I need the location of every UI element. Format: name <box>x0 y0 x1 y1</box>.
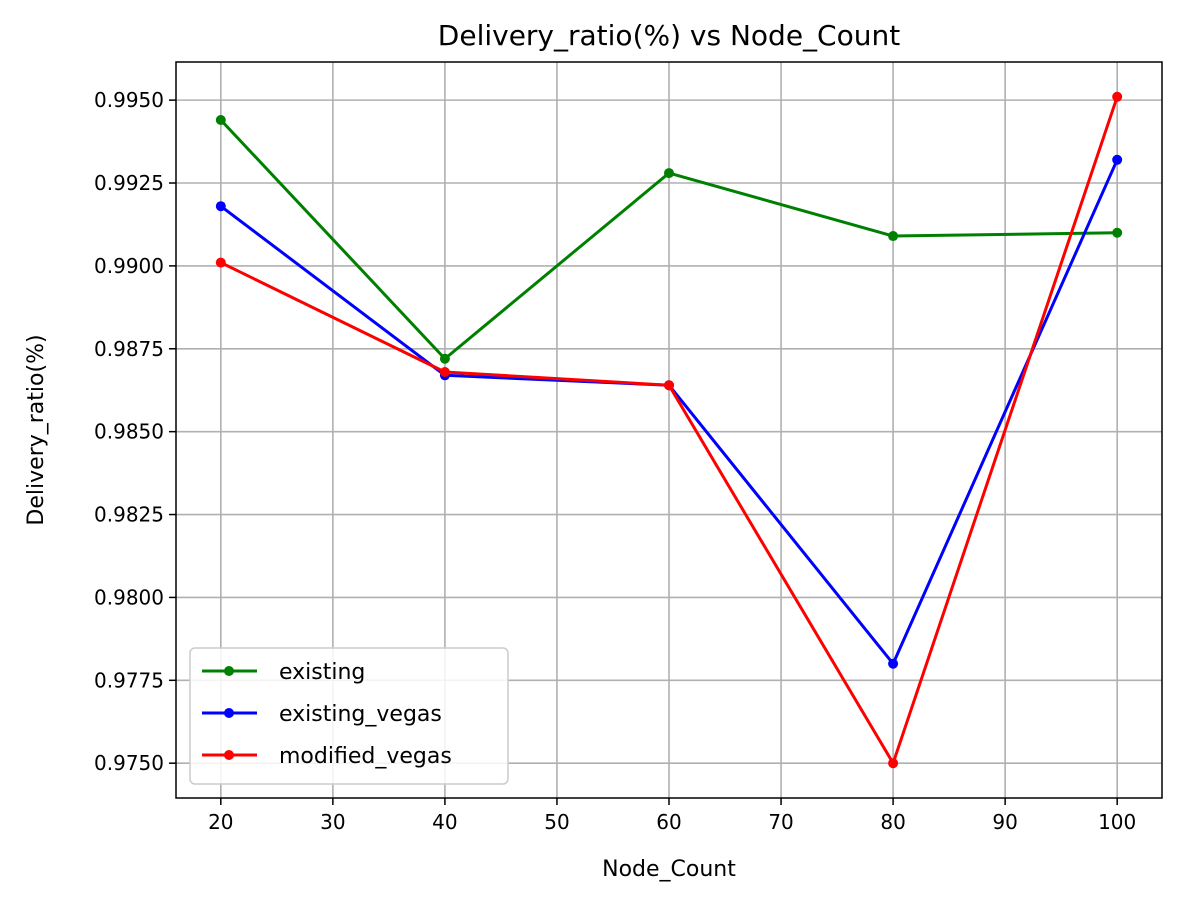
series-layer <box>215 91 1123 769</box>
y-tick-label: 0.9950 <box>94 88 164 112</box>
data-point-existing <box>888 231 899 242</box>
legend-swatch-marker <box>224 708 234 718</box>
y-tick-label: 0.9750 <box>94 751 164 775</box>
data-point-modified_vegas <box>1112 91 1123 102</box>
data-point-modified_vegas <box>664 380 674 391</box>
data-point-existing_vegas <box>215 201 226 212</box>
x-axis: 20 30 40 50 60 70 80 90 100 <box>208 798 1136 834</box>
y-tick-label: 0.9925 <box>94 171 164 195</box>
x-tick-label: 40 <box>432 810 457 834</box>
data-point-existing_vegas <box>888 658 899 669</box>
legend: existing existing_vegas modified_vegas <box>189 647 509 785</box>
y-tick-label: 0.9800 <box>94 585 164 609</box>
x-axis-label: Node_Count <box>602 857 736 882</box>
y-axis: 0.9750 0.9775 0.9800 0.9825 0.9850 0.9875 0.99… <box>94 88 176 775</box>
y-tick-label: 0.9775 <box>94 668 164 692</box>
legend-swatch-marker <box>224 750 234 760</box>
data-point-modified_vegas <box>888 758 899 769</box>
legend-box <box>189 647 509 785</box>
y-tick-label: 0.9875 <box>94 337 164 361</box>
data-point-modified_vegas <box>439 366 450 377</box>
data-point-existing <box>215 115 226 126</box>
x-tick-label: 50 <box>544 810 569 834</box>
y-tick-label: 0.9825 <box>94 503 164 527</box>
y-tick-label: 0.9850 <box>94 420 164 444</box>
chart-title: Delivery_ratio(%) vs Node_Count <box>438 19 900 52</box>
x-tick-label: 90 <box>992 810 1017 834</box>
legend-label: modified_vegas <box>279 744 452 769</box>
legend-label: existing_vegas <box>279 702 442 727</box>
data-point-modified_vegas <box>215 257 226 268</box>
data-point-existing <box>439 353 450 364</box>
data-point-existing <box>664 168 674 179</box>
y-tick-label: 0.9900 <box>94 254 164 278</box>
x-tick-label: 20 <box>208 810 233 834</box>
data-point-existing <box>1112 227 1123 238</box>
x-tick-label: 30 <box>320 810 345 834</box>
x-tick-label: 70 <box>768 810 793 834</box>
legend-swatch-marker <box>224 666 234 676</box>
legend-label: existing <box>279 660 365 685</box>
data-point-existing_vegas <box>1112 154 1123 165</box>
x-tick-label: 60 <box>656 810 681 834</box>
x-tick-label: 100 <box>1098 810 1136 834</box>
x-tick-label: 80 <box>880 810 905 834</box>
grid-lines <box>176 62 1162 798</box>
y-axis-label: Delivery_ratio(%) <box>24 334 49 525</box>
